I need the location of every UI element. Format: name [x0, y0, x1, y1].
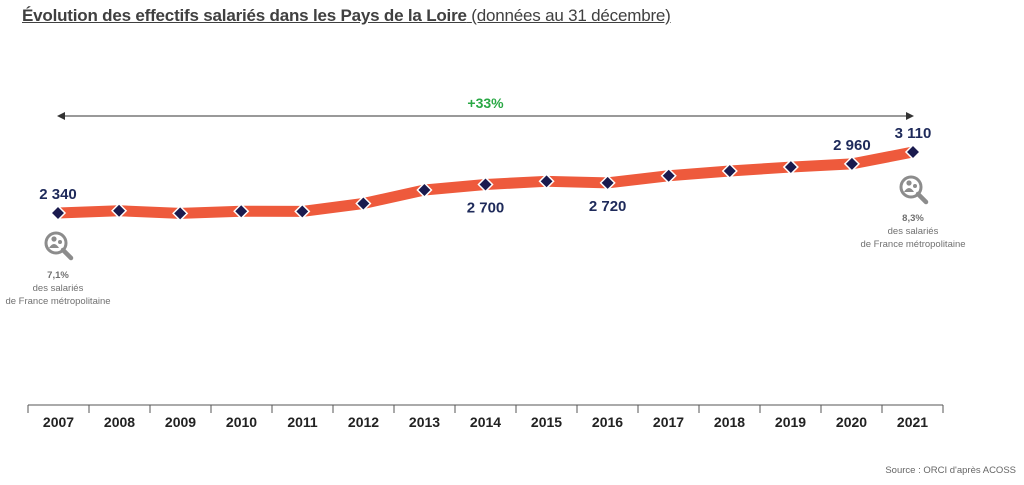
magnifier-people-icon	[44, 231, 74, 261]
data-point	[599, 174, 616, 191]
x-tick-label: 2020	[836, 414, 867, 430]
data-point	[233, 203, 250, 220]
data-label: 3 110	[895, 125, 932, 142]
chart-title-main: Évolution des effectifs salariés dans le…	[22, 6, 467, 25]
annotation-line: de France métropolitaine	[860, 239, 965, 250]
data-point	[294, 203, 311, 220]
x-tick-label: 2008	[104, 414, 135, 430]
data-point	[355, 195, 372, 212]
data-point	[416, 181, 433, 199]
x-tick-label: 2009	[165, 414, 196, 430]
magnifier-people-icon	[899, 175, 929, 205]
annotation-line: des salariés	[33, 283, 84, 294]
annotation-value: 7,1%	[47, 270, 69, 281]
data-label: 2 960	[833, 137, 871, 154]
data-point	[111, 202, 128, 219]
annotation-value: 8,3%	[902, 213, 924, 224]
x-tick-label: 2011	[287, 414, 318, 430]
chart-title: Évolution des effectifs salariés dans le…	[22, 6, 671, 26]
annotation-line: de France métropolitaine	[5, 296, 110, 307]
x-tick-label: 2013	[409, 414, 440, 430]
data-label: 2 340	[39, 186, 77, 203]
data-point	[172, 205, 189, 222]
x-tick-label: 2014	[470, 414, 501, 430]
data-point	[721, 162, 738, 180]
data-point	[782, 158, 799, 176]
x-tick-label: 2017	[653, 414, 684, 430]
data-point	[904, 143, 922, 161]
data-point	[49, 204, 67, 222]
data-point	[477, 176, 494, 193]
data-point	[538, 173, 555, 190]
source-note: Source : ORCI d'après ACOSS	[885, 465, 1016, 476]
chart-title-sub: (données au 31 décembre)	[471, 6, 671, 25]
x-tick-label: 2018	[714, 414, 745, 430]
x-tick-label: 2021	[897, 414, 928, 430]
x-tick-label: 2016	[592, 414, 623, 430]
data-point	[843, 155, 860, 172]
data-label: 2 700	[467, 199, 505, 216]
x-tick-label: 2012	[348, 414, 379, 430]
growth-label: +33%	[467, 95, 504, 111]
x-tick-label: 2019	[775, 414, 806, 430]
data-point	[660, 167, 677, 184]
data-label: 2 720	[589, 198, 627, 215]
x-tick-label: 2010	[226, 414, 257, 430]
x-tick-label: 2015	[531, 414, 562, 430]
annotation-line: des salariés	[888, 226, 939, 237]
x-tick-label: 2007	[43, 414, 74, 430]
